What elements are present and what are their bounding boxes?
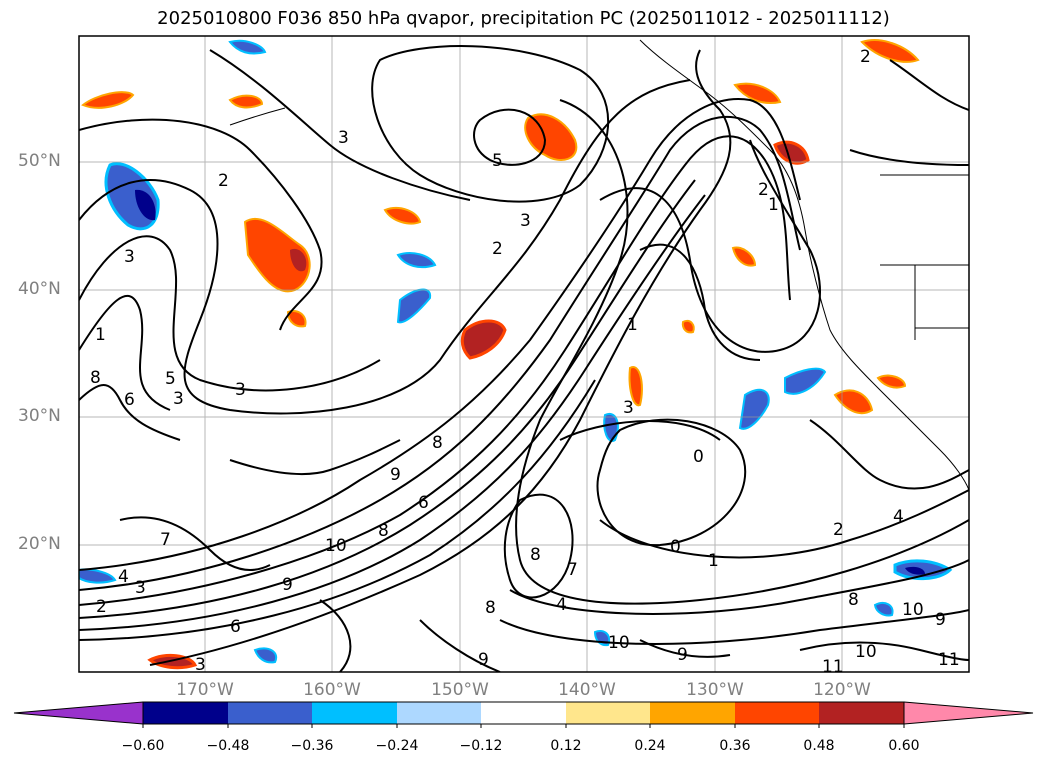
contour-label: 4 (118, 567, 129, 587)
colorbar-segment (566, 702, 650, 724)
colorbar-tick: −0.48 (206, 738, 250, 754)
contour-label: 9 (677, 645, 688, 665)
colorbar-tick: 0.12 (550, 738, 582, 754)
colorbar-segment (143, 702, 228, 724)
colorbar-tick: −0.60 (121, 738, 165, 754)
contour-label: 5 (492, 151, 503, 171)
lon-label-130w: 130°W (686, 680, 744, 700)
colorbar (13, 701, 1034, 728)
contour-label: 7 (160, 530, 171, 550)
colorbar-tick: −0.12 (459, 738, 503, 754)
lon-label-150w: 150°W (431, 680, 489, 700)
contour-label: 3 (235, 380, 246, 400)
contour-label: 8 (530, 545, 541, 565)
contour-label: 10 (608, 633, 630, 653)
lat-label-40n: 40°N (18, 279, 61, 299)
graticule (79, 36, 969, 672)
qvapor-contours (79, 45, 969, 672)
contour-label: 4 (893, 507, 904, 527)
contour-label: 8 (848, 590, 859, 610)
contour-label: 0 (670, 537, 681, 557)
contour-label: 9 (390, 465, 401, 485)
contour-label: 3 (135, 578, 146, 598)
contour-label: 9 (935, 610, 946, 630)
contour-label: 2 (758, 180, 769, 200)
colorbar-segment (397, 702, 481, 724)
colorbar-tick: 0.36 (719, 738, 751, 754)
colorbar-tick: −0.24 (375, 738, 419, 754)
contour-label: 5 (165, 369, 176, 389)
contour-label: 1 (95, 325, 106, 345)
contour-label: 2 (833, 520, 844, 540)
contour-label: 2 (96, 597, 107, 617)
contour-label: 9 (478, 650, 489, 670)
colorbar-high-extend (904, 702, 1033, 724)
contour-label: 4 (556, 595, 567, 615)
colorbar-tick: 0.48 (803, 738, 835, 754)
contour-label: 3 (338, 128, 349, 148)
contour-label: 10 (855, 642, 877, 662)
contour-label: 3 (173, 389, 184, 409)
precip-blobs (79, 39, 953, 670)
contour-label: 8 (485, 598, 496, 618)
contour-label: 3 (520, 211, 531, 231)
colorbar-tick: 0.24 (634, 738, 666, 754)
contour-label: 8 (432, 433, 443, 453)
colorbar-segment (735, 702, 819, 724)
contour-label: 8 (90, 368, 101, 388)
map-frame (78, 35, 970, 673)
lon-label-170w: 170°W (176, 680, 234, 700)
map-title: 2025010800 F036 850 hPa qvapor, precipit… (157, 8, 890, 29)
contour-label: 8 (378, 521, 389, 541)
lon-label-160w: 160°W (303, 680, 361, 700)
contour-label: 10 (325, 536, 347, 556)
forecast-map: 2 3 5 3 2 2 1 1 3 6 5 3 8 2 1 3 8 9 6 10… (78, 35, 970, 677)
colorbar-low-extend (14, 702, 143, 724)
colorbar-tick: −0.36 (290, 738, 334, 754)
colorbar-segment (312, 702, 397, 724)
contour-label: 1 (627, 315, 638, 335)
contour-label: 7 (567, 560, 578, 580)
contour-label: 6 (418, 493, 429, 513)
contour-label: 11 (938, 650, 960, 670)
contour-label: 2 (218, 171, 229, 191)
lon-label-120w: 120°W (813, 680, 871, 700)
colorbar-segment (650, 702, 735, 724)
contour-label: 6 (124, 390, 135, 410)
colorbar-segment (481, 702, 566, 724)
contour-label: 2 (860, 47, 871, 67)
lat-label-50n: 50°N (18, 151, 61, 171)
contour-label: 6 (230, 617, 241, 637)
colorbar-segment (228, 702, 312, 724)
lat-label-30n: 30°N (18, 406, 61, 426)
colorbar-tick: 0.60 (888, 738, 920, 754)
contour-label: 3 (195, 655, 206, 675)
contour-label: 9 (282, 575, 293, 595)
contour-label: 1 (768, 195, 779, 215)
contour-label: 1 (708, 551, 719, 571)
contour-label: 2 (492, 239, 503, 259)
contour-label: 0 (693, 447, 704, 467)
contour-labels: 2 3 5 3 2 2 1 1 3 6 5 3 8 2 1 3 8 9 6 10… (90, 47, 960, 677)
contour-label: 11 (822, 657, 844, 677)
contour-label: 3 (623, 398, 634, 418)
lat-label-20n: 20°N (18, 534, 61, 554)
lon-label-140w: 140°W (558, 680, 616, 700)
colorbar-segment (819, 702, 904, 724)
contour-label: 3 (124, 247, 135, 267)
coastline (229, 39, 969, 491)
contour-label: 10 (902, 600, 924, 620)
